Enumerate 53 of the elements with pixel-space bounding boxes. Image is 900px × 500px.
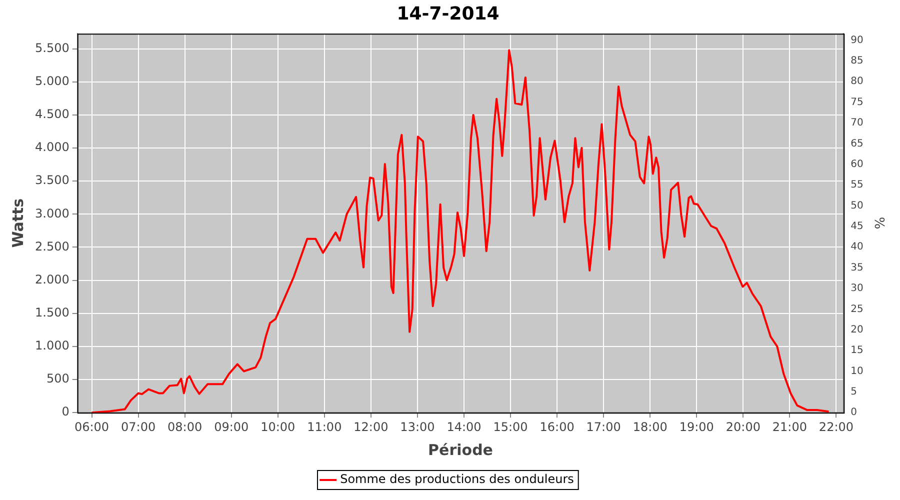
y2-tick-label: 25 [850,304,864,315]
y2-tick-label: 85 [850,56,864,66]
y-tick-label: 2.500 [34,239,70,254]
y-tick-label: 3.000 [34,206,70,220]
x-tick-label: 17:00 [586,420,621,434]
x-tick-label: 19:00 [679,420,714,434]
y2-tick-label: 60 [850,158,864,170]
y2-tick-label: 40 [850,242,864,253]
y-tick-label: 4.000 [34,140,70,154]
y2-tick-label: 5 [850,386,858,398]
x-tick-label: 20:00 [726,420,760,434]
y2-tick-label: 65 [850,138,864,150]
y2-tick-label: 35 [850,262,864,274]
chart-title: 14-7-2014 [396,3,500,24]
y-tick-label: 4.500 [34,107,70,122]
y2-tick-label: 80 [850,76,864,88]
y2-tick-label: 15 [850,345,864,356]
y2-tick-label: 45 [850,221,864,232]
x-tick-label: 21:00 [772,420,807,434]
x-tick-label: 10:00 [260,420,296,434]
x-tick-label: 09:00 [214,420,249,434]
y2-tick-label: 10 [850,366,864,377]
y-tick-label: 5.000 [34,74,70,88]
x-tick-label: 08:00 [168,420,202,434]
legend-label: Somme des productions des onduleurs [340,472,574,486]
x-tick-label: 18:00 [632,420,668,434]
x-tick-label: 16:00 [540,420,574,434]
x-axis-title: Période [428,440,493,459]
y2-axis-title: % [870,216,886,230]
y-axis-title: Watts [8,198,27,248]
x-tick-label: 06:00 [74,420,110,434]
x-tick-label: 12:00 [354,420,388,434]
y2-tick-label: 75 [850,96,864,108]
y2-tick-label: 0 [850,407,858,418]
x-tick-label: 11:00 [307,420,342,434]
x-tick-label: 14:00 [446,420,482,434]
y-tick-label: 1.500 [34,306,70,320]
y2-tick-label: 30 [850,283,864,294]
x-tick-label: 07:00 [121,420,156,434]
y-tick-label: 5.500 [34,40,70,55]
y-tick-label: 3.500 [34,173,70,188]
x-tick-label: 22:00 [818,420,854,434]
y2-tick-label: 55 [850,180,864,191]
y2-tick-label: 50 [850,200,864,212]
x-tick-label: 15:00 [493,420,528,434]
y-tick-label: 2.000 [34,272,70,286]
y-tick-label: 500 [46,372,70,386]
y2-tick-label: 90 [850,34,864,46]
y2-tick-label: 70 [850,118,864,129]
y2-tick-label: 20 [850,324,864,336]
x-tick-label: 13:00 [400,420,435,434]
y-tick-label: 1.000 [34,338,70,353]
y-tick-label: 0 [62,404,70,419]
